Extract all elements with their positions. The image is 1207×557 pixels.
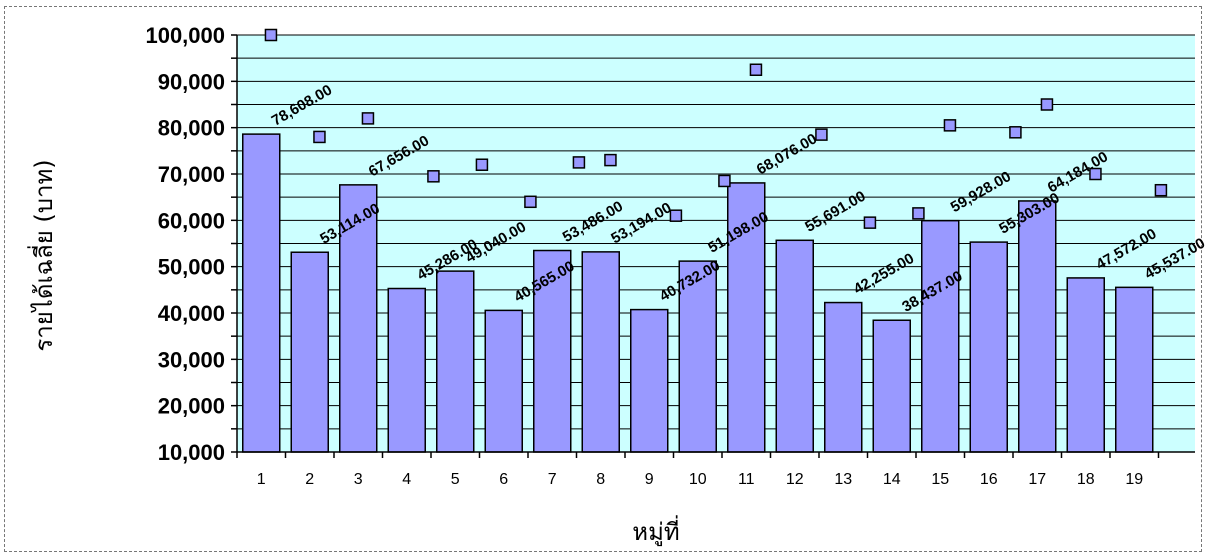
x-tick-label: 13 xyxy=(834,471,852,488)
x-tick-label: 2 xyxy=(305,471,314,488)
x-tick-label: 14 xyxy=(883,471,901,488)
bar xyxy=(678,260,717,453)
x-tick-label: 7 xyxy=(548,471,557,488)
y-tick-label: 90,000 xyxy=(158,69,225,94)
scatter-marker xyxy=(863,216,877,229)
bar xyxy=(727,182,766,453)
scatter-marker xyxy=(1089,167,1102,181)
scatter-marker xyxy=(572,156,586,169)
scatter-marker xyxy=(943,119,957,132)
bar xyxy=(630,308,669,453)
x-tick-label: 3 xyxy=(354,471,363,488)
bar xyxy=(339,184,378,453)
bar xyxy=(242,133,281,453)
bar xyxy=(872,319,911,453)
scatter-marker xyxy=(604,153,617,167)
x-tick-labels: 1 2 3 4 5 6 7 8 9 10 11 12 13 14 15 16 17 18 19 xyxy=(257,471,1143,488)
scatter-marker xyxy=(1040,98,1054,111)
scatter-marker xyxy=(1154,183,1168,197)
x-tick-label: 18 xyxy=(1077,471,1095,488)
x-tick-label: 15 xyxy=(931,471,949,488)
x-tick-label: 11 xyxy=(738,471,755,488)
scatter-marker xyxy=(669,209,683,222)
y-tick-label: 80,000 xyxy=(158,116,225,141)
scatter-marker xyxy=(313,130,326,144)
y-axis-title: รายได้เฉลี่ย (บาท) xyxy=(27,159,58,351)
x-tick-label: 19 xyxy=(1125,471,1143,488)
bar xyxy=(921,219,960,453)
scatter-marker xyxy=(912,207,925,220)
bar xyxy=(290,251,329,453)
bar xyxy=(581,251,620,453)
bar xyxy=(824,301,863,453)
x-tick-label: 6 xyxy=(499,471,508,488)
y-tick-label: 100,000 xyxy=(145,23,225,48)
x-axis-title: หมู่ที่ xyxy=(632,515,679,547)
x-tick-label: 12 xyxy=(786,471,804,488)
bars xyxy=(242,133,1154,453)
y-tick-label: 70,000 xyxy=(158,162,225,187)
x-tick-label: 10 xyxy=(689,471,707,488)
y-tick-label: 10,000 xyxy=(158,440,225,465)
x-tick-label: 1 xyxy=(257,471,266,488)
x-tick-label: 16 xyxy=(980,471,998,488)
bar xyxy=(1066,277,1105,453)
scatter-marker xyxy=(427,170,440,183)
y-tick-label: 50,000 xyxy=(158,255,225,280)
scatter-marker xyxy=(524,195,537,209)
y-tick-label: 20,000 xyxy=(158,394,225,419)
axes xyxy=(231,34,1195,458)
y-tick-labels: 10,000 20,000 30,000 40,000 50,000 60,000 70,0… xyxy=(145,23,225,465)
bar xyxy=(1115,286,1154,453)
x-tick-label: 5 xyxy=(451,471,460,488)
bar xyxy=(387,287,426,453)
bar xyxy=(533,249,572,453)
scatter-marker xyxy=(361,112,375,125)
scatter-marker xyxy=(1009,126,1022,139)
x-tick-label: 9 xyxy=(645,471,654,488)
x-tick-label: 4 xyxy=(402,471,411,488)
scatter-marker xyxy=(815,128,828,141)
y-tick-label: 30,000 xyxy=(158,347,225,372)
scatter-marker xyxy=(264,28,278,42)
bar xyxy=(436,270,475,453)
bar xyxy=(775,239,814,453)
y-tick-label: 60,000 xyxy=(158,208,225,233)
scatter-markers xyxy=(264,28,1168,229)
x-tick-label: 17 xyxy=(1028,471,1046,488)
bar xyxy=(1018,200,1057,453)
scatter-marker xyxy=(718,174,731,188)
bar xyxy=(484,309,523,453)
x-tick-label: 8 xyxy=(596,471,605,488)
bar xyxy=(969,241,1008,453)
y-tick-label: 40,000 xyxy=(158,301,225,326)
scatter-marker xyxy=(749,63,763,76)
scatter-marker xyxy=(475,158,489,171)
